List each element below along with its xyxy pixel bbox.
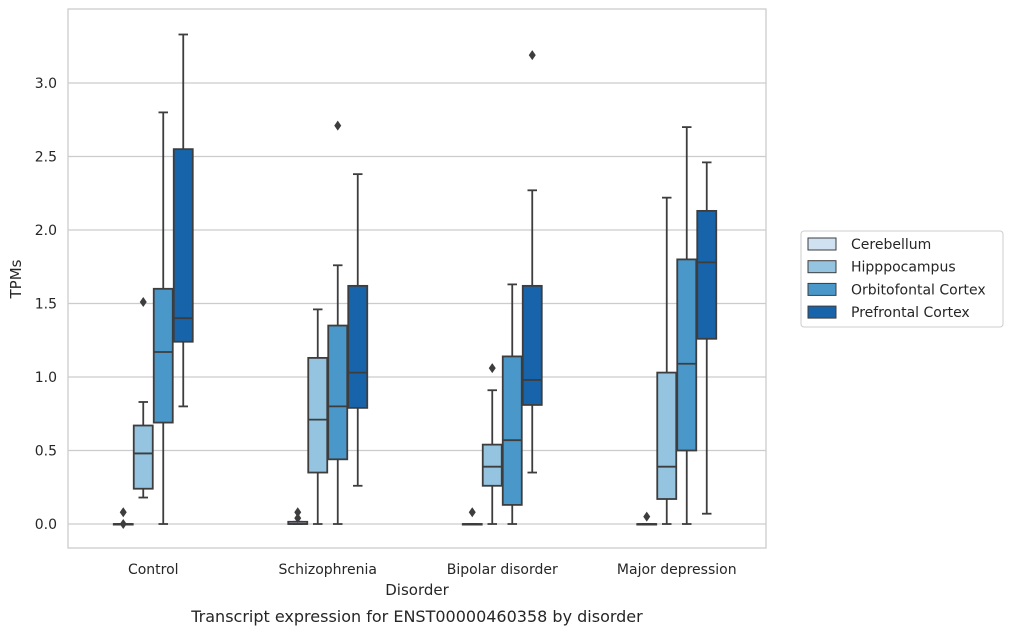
box-iqr bbox=[172, 148, 194, 343]
plot-frame bbox=[67, 8, 767, 549]
y-tick-label: 1.0 bbox=[35, 370, 57, 386]
legend-label: Hipppocampus bbox=[851, 260, 956, 276]
outlier-point bbox=[139, 297, 147, 308]
y-tick-label: 0.5 bbox=[35, 444, 57, 460]
outlier-point bbox=[334, 120, 342, 131]
box-orbitofontal-cortex bbox=[152, 111, 174, 525]
x-tick-label: Bipolar disorder bbox=[447, 562, 558, 578]
legend: Cerebellum Hipppocampus Orbitofontal Corte… bbox=[800, 230, 1004, 328]
outlier-point bbox=[643, 511, 651, 522]
box-iqr bbox=[327, 324, 349, 461]
legend-swatch bbox=[807, 260, 837, 274]
box-hipppocampus bbox=[132, 297, 154, 499]
legend-label: Cerebellum bbox=[851, 237, 931, 253]
legend-label: Orbitofontal Cortex bbox=[851, 282, 986, 298]
y-axis-label: TPMs bbox=[7, 259, 25, 299]
boxes bbox=[112, 33, 718, 529]
legend-label: Prefrontal Cortex bbox=[851, 305, 970, 321]
chart-caption: Transcript expression for ENST0000046035… bbox=[190, 607, 643, 626]
box-prefrontal-cortex bbox=[347, 173, 369, 487]
box-hipppocampus bbox=[656, 196, 678, 525]
x-tick-labels: Control Schizophrenia Bipolar disorder Majo… bbox=[128, 562, 737, 578]
box-cerebellum bbox=[636, 511, 658, 526]
box-iqr bbox=[307, 356, 329, 474]
outlier-point bbox=[468, 507, 476, 518]
outlier-point bbox=[119, 507, 127, 518]
box-iqr bbox=[656, 371, 678, 500]
box-iqr bbox=[152, 287, 174, 424]
box-iqr bbox=[501, 355, 523, 506]
y-tick-label: 1.5 bbox=[35, 297, 57, 313]
y-tick-label: 2.0 bbox=[35, 223, 57, 239]
outlier-point bbox=[294, 507, 302, 518]
box-iqr bbox=[676, 258, 698, 452]
x-tick-label: Control bbox=[128, 562, 179, 578]
box-iqr bbox=[521, 284, 543, 406]
y-tick-label: 3.0 bbox=[35, 76, 57, 92]
outlier-point bbox=[488, 363, 496, 374]
x-tick-label: Schizophrenia bbox=[279, 562, 377, 578]
x-axis-label: Disorder bbox=[385, 581, 449, 599]
box-prefrontal-cortex bbox=[696, 161, 718, 515]
x-tick-label: Major depression bbox=[617, 562, 737, 578]
box-orbitofontal-cortex bbox=[676, 126, 698, 525]
y-tick-labels: 0.0 0.5 1.0 1.5 2.0 2.5 3.0 bbox=[35, 76, 57, 533]
box-prefrontal-cortex bbox=[521, 50, 543, 474]
box-prefrontal-cortex bbox=[172, 33, 194, 408]
y-tick-label: 2.5 bbox=[35, 150, 57, 166]
box-orbitofontal-cortex bbox=[501, 283, 523, 525]
box-iqr bbox=[481, 443, 503, 487]
outlier-point bbox=[528, 50, 536, 61]
box-cerebellum bbox=[461, 507, 483, 526]
legend-frame bbox=[800, 230, 1004, 328]
y-tick-label: 0.0 bbox=[35, 517, 57, 533]
outlier-point bbox=[119, 519, 127, 529]
box-hipppocampus bbox=[481, 363, 503, 525]
box-orbitofontal-cortex bbox=[327, 120, 349, 525]
box-iqr bbox=[696, 209, 718, 340]
legend-swatch bbox=[807, 237, 837, 251]
legend-swatch bbox=[807, 305, 837, 319]
box-iqr bbox=[132, 424, 154, 490]
box-hipppocampus bbox=[307, 308, 329, 525]
outlier-point bbox=[294, 513, 302, 524]
box-iqr bbox=[347, 284, 369, 409]
box-cerebellum bbox=[112, 507, 134, 529]
legend-swatch bbox=[807, 282, 837, 296]
box-cerebellum bbox=[287, 507, 309, 525]
